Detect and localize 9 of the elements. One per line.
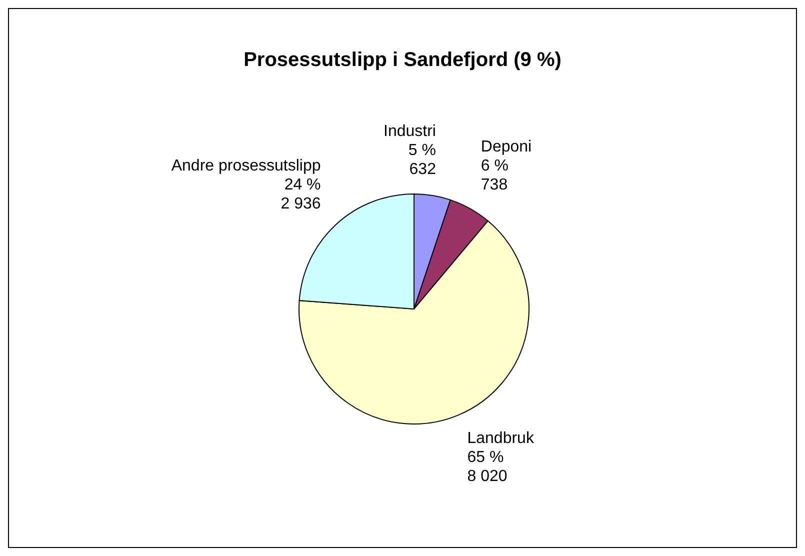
slice-label: Landbruk xyxy=(467,430,535,448)
data-label: 24 % 2 936 xyxy=(280,176,321,213)
slice-label: Andre prosessutslipp xyxy=(171,158,321,175)
chart-title: Prosessutslipp i Sandefjord (9 %) xyxy=(242,49,562,73)
data-label: 6 % 738 xyxy=(480,157,508,194)
data-label: 65 % 8 020 xyxy=(467,449,508,486)
slice-label: Industri xyxy=(384,122,436,140)
data-label: 5 % 632 xyxy=(408,142,436,178)
slice-label: Deponi xyxy=(480,138,532,156)
